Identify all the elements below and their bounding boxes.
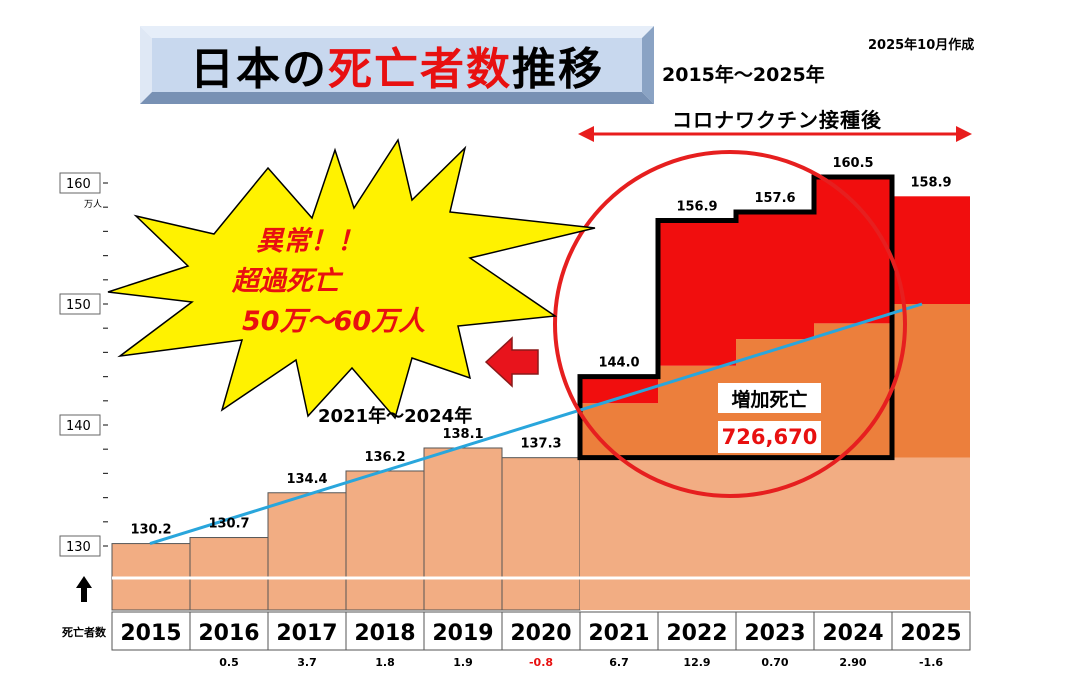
labels-layer: 130 140 150 160 130.2 130.7 134.4 136.2 138.1 137… xyxy=(59,156,971,669)
page-title: 日本の 死亡者数 推移 xyxy=(140,26,654,104)
change-label-2024: 2.90 xyxy=(839,656,866,669)
bar-2023 xyxy=(736,212,814,340)
x-tick-label-2024: 2024 xyxy=(822,621,883,646)
x-tick-label-2020: 2020 xyxy=(510,621,571,646)
value-label-2015: 130.2 xyxy=(130,523,171,538)
x-tick-label-2015: 2015 xyxy=(120,621,181,646)
bar-2019 xyxy=(423,447,503,611)
vaccine-annotation: コロナワクチン接種後 xyxy=(672,108,882,132)
x-cell-2021 xyxy=(579,611,659,651)
abnormal-annotation: 異常！！ 超過死亡 50万～60万人 xyxy=(232,222,432,342)
change-label-2023: 0.70 xyxy=(761,656,788,669)
change-label-2016: 0.5 xyxy=(219,656,239,669)
period-annotation: 2021年～2024年 xyxy=(318,406,473,427)
y-axis-label: 死亡者数 xyxy=(62,626,106,639)
value-label-2025: 158.9 xyxy=(910,175,951,190)
y-tick-box xyxy=(59,414,101,436)
abnormal-line-3: 50万～60万人 xyxy=(242,306,426,337)
x-tick-label-2017: 2017 xyxy=(276,621,337,646)
bar-mid-2024 xyxy=(814,323,892,458)
bar-base-2024 xyxy=(814,457,892,610)
bar-2020 xyxy=(501,457,581,611)
x-tick-label-2022: 2022 xyxy=(666,621,727,646)
x-cell-2020 xyxy=(501,611,581,651)
bar-2016 xyxy=(189,537,269,611)
abnormal-line-1: 異常！！ xyxy=(256,226,364,257)
y-axis-unit: 万人 xyxy=(84,200,103,210)
change-label-2022: 12.9 xyxy=(683,656,710,669)
bar-2017 xyxy=(267,492,347,611)
increase-value: 726,670 xyxy=(718,421,821,453)
arrow-right-head-icon xyxy=(956,126,972,142)
left-arrow-icon xyxy=(484,336,539,388)
year-range: 2015年～2025年 xyxy=(662,64,825,86)
title-part-2: 死亡者数 xyxy=(328,44,512,95)
change-label-2018: 1.8 xyxy=(375,656,395,669)
x-cell-2024 xyxy=(813,611,893,651)
x-tick-label-2019: 2019 xyxy=(432,621,493,646)
up-arrow-icon xyxy=(76,576,92,602)
highlight-circle xyxy=(553,150,907,498)
x-tick-label-2016: 2016 xyxy=(198,621,259,646)
excess-outline xyxy=(577,174,895,461)
bar-2025 xyxy=(892,196,970,304)
x-tick-label-2021: 2021 xyxy=(588,621,649,646)
value-label-2024: 160.5 xyxy=(832,156,873,171)
x-cell-2015 xyxy=(111,611,191,651)
change-label-2025: -1.6 xyxy=(919,656,943,669)
x-tick-label-2023: 2023 xyxy=(744,621,805,646)
increase-label: 増加死亡 xyxy=(718,383,821,413)
arrow-left-head-icon xyxy=(578,126,594,142)
title-part-3: 推移 xyxy=(512,44,604,95)
abnormal-line-2: 超過死亡 xyxy=(232,266,340,297)
y-tick-label: 160 xyxy=(66,177,91,192)
value-label-2020: 137.3 xyxy=(520,437,561,452)
bar-base-2021 xyxy=(580,457,658,610)
title-part-1: 日本の xyxy=(190,44,328,95)
bar-2022 xyxy=(658,220,736,366)
value-label-2022: 156.9 xyxy=(676,200,717,215)
change-label-2020: -0.8 xyxy=(529,656,553,669)
x-cell-2022 xyxy=(657,611,737,651)
change-label-2021: 6.7 xyxy=(609,656,629,669)
value-label-2023: 157.6 xyxy=(754,191,795,206)
y-tick-box xyxy=(59,293,101,315)
value-label-2016: 130.7 xyxy=(208,517,249,532)
y-tick-label: 130 xyxy=(66,540,91,555)
bar-2018 xyxy=(345,470,425,611)
x-tick-label-2025: 2025 xyxy=(900,621,961,646)
y-tick-label: 150 xyxy=(66,298,91,313)
trend-line xyxy=(149,302,923,546)
y-tick-box xyxy=(59,172,101,194)
value-label-2019: 138.1 xyxy=(442,427,483,442)
x-cell-2017 xyxy=(267,611,347,651)
x-cell-2025 xyxy=(891,611,971,651)
x-tick-label-2018: 2018 xyxy=(354,621,415,646)
created-date: 2025年10月作成 xyxy=(868,38,975,53)
change-label-2019: 1.9 xyxy=(453,656,473,669)
change-label-2017: 3.7 xyxy=(297,656,317,669)
x-cell-2023 xyxy=(735,611,815,651)
decoration-layer xyxy=(107,126,972,546)
y-tick-label: 140 xyxy=(66,419,91,434)
title-box: 日本の 死亡者数 推移 xyxy=(140,26,654,104)
bar-base-2025 xyxy=(892,457,970,610)
value-label-2018: 136.2 xyxy=(364,450,405,465)
y-tick-box xyxy=(59,535,101,557)
starburst-shape xyxy=(107,138,596,420)
bar-base-2022 xyxy=(658,457,736,610)
value-label-2017: 134.4 xyxy=(286,472,327,487)
value-label-2021: 144.0 xyxy=(598,356,639,371)
